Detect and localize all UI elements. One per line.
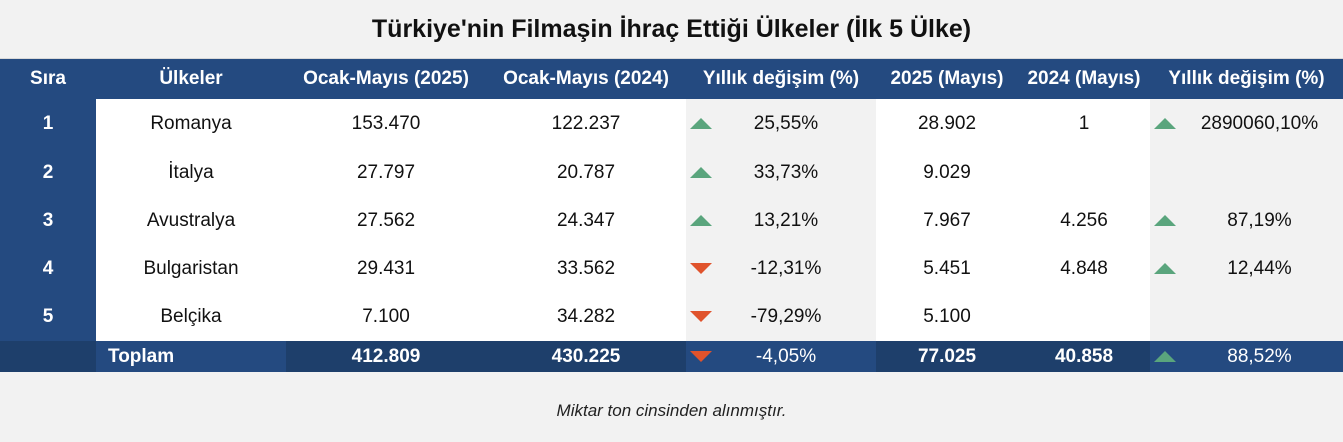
total-chg2-cell: 88,52% xyxy=(1150,341,1343,372)
table-row: 2 İtalya 27.797 20.787 33,73% 9.029 xyxy=(0,149,1343,197)
may-2024-cell xyxy=(1018,293,1150,341)
country-cell: Bulgaristan xyxy=(96,245,286,293)
jan-may-2024-cell: 33.562 xyxy=(486,245,686,293)
up-triangle-icon xyxy=(690,167,712,178)
annual-change-1-cell: 25,55% xyxy=(686,99,876,149)
total-label: Toplam xyxy=(96,341,286,372)
header-row: Sıra Ülkeler Ocak-Mayıs (2025) Ocak-Mayı… xyxy=(0,59,1343,99)
rank-cell: 3 xyxy=(0,197,96,245)
total-y2025: 412.809 xyxy=(286,341,486,372)
may-2024-cell: 4.848 xyxy=(1018,245,1150,293)
annual-change-1: -12,31% xyxy=(750,258,822,279)
down-triangle-icon xyxy=(690,311,712,322)
annual-change-2-cell xyxy=(1150,149,1343,197)
rank-cell: 5 xyxy=(0,293,96,341)
col-header-mayis-2025: 2025 (Mayıs) xyxy=(876,59,1018,99)
annual-change-1-cell: 33,73% xyxy=(686,149,876,197)
table-row: 5 Belçika 7.100 34.282 -79,29% 5.100 xyxy=(0,293,1343,341)
annual-change-2-cell xyxy=(1150,293,1343,341)
annual-change-1: 25,55% xyxy=(753,113,819,134)
data-table: Sıra Ülkeler Ocak-Mayıs (2025) Ocak-Mayı… xyxy=(0,59,1343,372)
annual-change-1: -79,29% xyxy=(750,306,822,327)
col-header-mayis-2024: 2024 (Mayıs) xyxy=(1018,59,1150,99)
col-header-ulkeler: Ülkeler xyxy=(96,59,286,99)
annual-change-2: 87,19% xyxy=(1227,210,1292,231)
rank-cell: 1 xyxy=(0,99,96,149)
annual-change-1-cell: -12,31% xyxy=(686,245,876,293)
jan-may-2024-cell: 20.787 xyxy=(486,149,686,197)
total-chg2: 88,52% xyxy=(1227,345,1292,367)
total-chg1-cell: -4,05% xyxy=(686,341,876,372)
up-triangle-icon xyxy=(1154,215,1176,226)
jan-may-2025-cell: 29.431 xyxy=(286,245,486,293)
page-title: Türkiye'nin Filmaşin İhraç Ettiği Ülkele… xyxy=(0,0,1343,59)
total-row: Toplam 412.809 430.225 -4,05% 77.025 40.… xyxy=(0,341,1343,372)
jan-may-2024-cell: 24.347 xyxy=(486,197,686,245)
col-header-ocak-mayis-2025: Ocak-Mayıs (2025) xyxy=(286,59,486,99)
may-2024-cell: 4.256 xyxy=(1018,197,1150,245)
annual-change-2-cell: 2890060,10% xyxy=(1150,99,1343,149)
table-row: 3 Avustralya 27.562 24.347 13,21% 7.967 4.256 8… xyxy=(0,197,1343,245)
col-header-yillik-degisim-2: Yıllık değişim (%) xyxy=(1150,59,1343,99)
table-row: 4 Bulgaristan 29.431 33.562 -12,31% 5.451 4.84… xyxy=(0,245,1343,293)
annual-change-2: 2890060,10% xyxy=(1200,113,1319,134)
jan-may-2025-cell: 153.470 xyxy=(286,99,486,149)
annual-change-1-cell: 13,21% xyxy=(686,197,876,245)
rank-cell: 4 xyxy=(0,245,96,293)
country-cell: Romanya xyxy=(96,99,286,149)
footnote: Miktar ton cinsinden alınmıştır. xyxy=(556,401,787,420)
up-triangle-icon xyxy=(1154,118,1176,129)
may-2025-cell: 5.100 xyxy=(876,293,1018,341)
may-2025-cell: 5.451 xyxy=(876,245,1018,293)
up-triangle-icon xyxy=(1154,350,1176,362)
annual-change-1-cell: -79,29% xyxy=(686,293,876,341)
up-triangle-icon xyxy=(1154,263,1176,274)
up-triangle-icon xyxy=(690,215,712,226)
total-m2024: 40.858 xyxy=(1018,341,1150,372)
col-header-ocak-mayis-2024: Ocak-Mayıs (2024) xyxy=(486,59,686,99)
annual-change-2-cell: 87,19% xyxy=(1150,197,1343,245)
annual-change-1: 13,21% xyxy=(753,210,819,231)
jan-may-2024-cell: 122.237 xyxy=(486,99,686,149)
down-triangle-icon xyxy=(690,263,712,274)
annual-change-1: 33,73% xyxy=(753,162,819,183)
col-header-yillik-degisim-1: Yıllık değişim (%) xyxy=(686,59,876,99)
may-2025-cell: 28.902 xyxy=(876,99,1018,149)
total-y2024: 430.225 xyxy=(486,341,686,372)
jan-may-2024-cell: 34.282 xyxy=(486,293,686,341)
total-chg1: -4,05% xyxy=(755,345,817,367)
total-m2025: 77.025 xyxy=(876,341,1018,372)
jan-may-2025-cell: 27.797 xyxy=(286,149,486,197)
annual-change-2-cell: 12,44% xyxy=(1150,245,1343,293)
rank-cell: 2 xyxy=(0,149,96,197)
country-cell: Belçika xyxy=(96,293,286,341)
annual-change-2: 12,44% xyxy=(1227,258,1292,279)
may-2025-cell: 7.967 xyxy=(876,197,1018,245)
may-2024-cell: 1 xyxy=(1018,99,1150,149)
may-2025-cell: 9.029 xyxy=(876,149,1018,197)
country-cell: Avustralya xyxy=(96,197,286,245)
up-triangle-icon xyxy=(690,118,712,129)
down-triangle-icon xyxy=(690,350,712,362)
may-2024-cell xyxy=(1018,149,1150,197)
table-row: 1 Romanya 153.470 122.237 25,55% 28.902 1 28900… xyxy=(0,99,1343,149)
col-header-sira: Sıra xyxy=(0,59,96,99)
country-cell: İtalya xyxy=(96,149,286,197)
jan-may-2025-cell: 27.562 xyxy=(286,197,486,245)
jan-may-2025-cell: 7.100 xyxy=(286,293,486,341)
